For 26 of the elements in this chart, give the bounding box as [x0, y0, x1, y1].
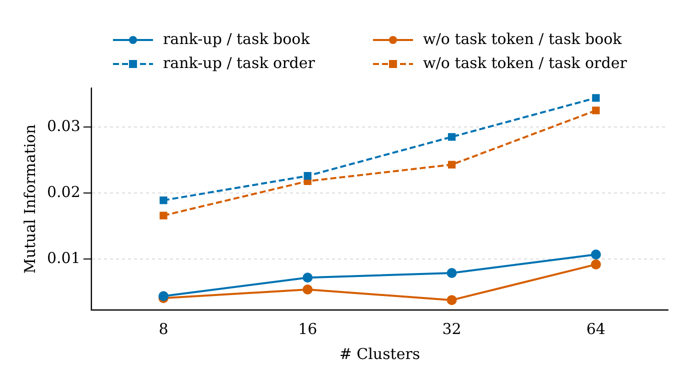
- point: [446, 268, 457, 278]
- point: [448, 160, 456, 168]
- legend-label: w/o task token / task order: [423, 54, 628, 72]
- y-axis-title: Mutual Information: [20, 124, 39, 274]
- point: [302, 272, 313, 283]
- point: [590, 250, 601, 260]
- x-tick-label: 8: [158, 320, 168, 338]
- point: [304, 172, 312, 180]
- point: [448, 133, 456, 141]
- y-tick-label: 0.01: [46, 249, 80, 268]
- point: [160, 196, 168, 204]
- x-tick-label: 32: [442, 320, 462, 338]
- point: [592, 94, 600, 102]
- x-tick-label: 16: [298, 320, 318, 338]
- x-tick-label: 64: [586, 320, 606, 338]
- point: [160, 212, 168, 220]
- legend-label: rank-up / task order: [163, 54, 316, 72]
- point: [590, 259, 601, 270]
- point: [592, 106, 600, 114]
- x-axis-title: # Clusters: [339, 344, 420, 363]
- y-tick-label: 0.03: [46, 116, 80, 135]
- point: [446, 295, 457, 306]
- legend-label: rank-up / task book: [163, 30, 311, 48]
- legend-label: w/o task token / task book: [423, 30, 623, 48]
- point: [302, 284, 313, 295]
- y-tick-label: 0.02: [46, 182, 80, 201]
